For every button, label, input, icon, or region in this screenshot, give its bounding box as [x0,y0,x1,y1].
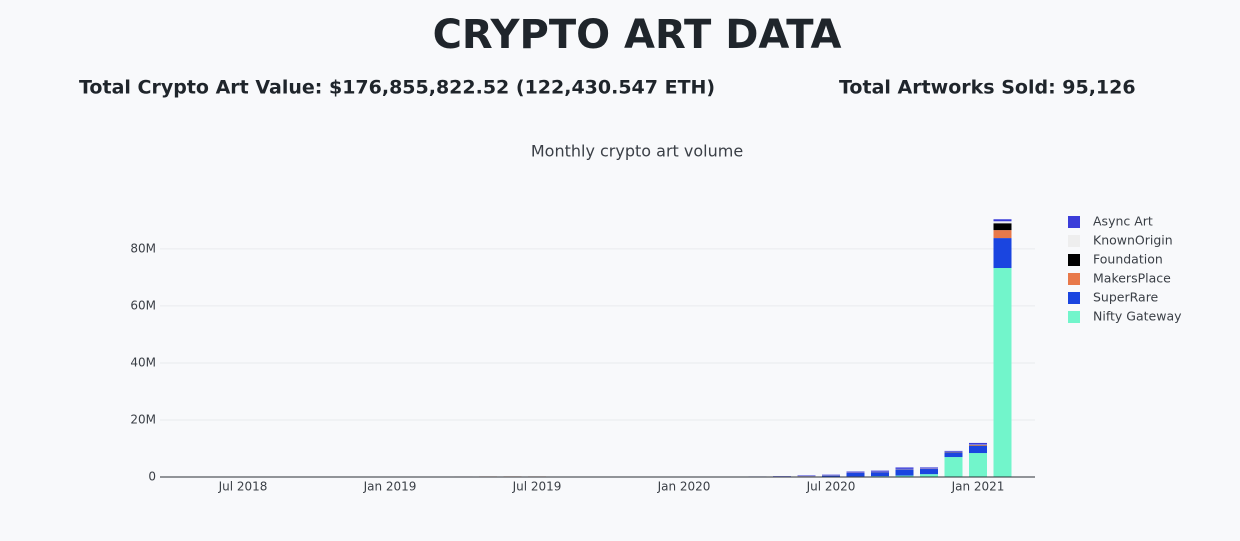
bar-segment [969,445,987,446]
bar-segment [822,475,840,476]
bar-segment [847,472,865,473]
bar-segment [994,230,1012,238]
legend-swatch [1068,292,1080,304]
legend-label: Async Art [1093,214,1153,229]
bar-segment [994,221,1012,223]
legend-label: MakersPlace [1093,271,1171,286]
legend-label: SuperRare [1093,290,1159,305]
bar-segment [798,475,816,476]
x-tick-label: Jan 2020 [657,480,711,494]
bar-segment [896,469,914,475]
y-tick-label: 20M [130,412,156,426]
page-title: CRYPTO ART DATA [433,12,842,58]
y-tick-label: 60M [130,298,156,312]
legend-label: KnownOrigin [1093,233,1173,248]
bar-segment [920,467,938,468]
bar-segment [994,223,1012,230]
bar-segment [945,451,963,452]
legend-swatch [1068,216,1080,228]
y-tick-label: 0 [148,470,156,484]
bar-segment [994,238,1012,268]
bar-segment [969,446,987,453]
bar-segment [969,453,987,477]
total-sold: Total Artworks Sold: 95,126 [839,77,1136,99]
bar-segment [994,219,1012,221]
legend-swatch [1068,273,1080,285]
bar-segment [896,467,914,468]
bar-segment [920,469,938,474]
bar-segment [969,443,987,445]
bar-segment [871,472,889,476]
x-tick-label: Jul 2020 [806,480,856,494]
bar-segment [945,457,963,477]
x-tick-label: Jul 2018 [218,480,268,494]
legend-label: Nifty Gateway [1093,309,1182,324]
x-tick-label: Jan 2019 [363,480,417,494]
legend-swatch [1068,254,1080,266]
x-tick-label: Jul 2019 [512,480,562,494]
legend-label: Foundation [1093,252,1163,267]
bar-segment [945,452,963,457]
y-tick-label: 80M [130,241,156,255]
bar-segment [871,471,889,472]
y-tick-label: 40M [130,355,156,369]
bar-segment [847,473,865,476]
x-tick-label: Jan 2021 [951,480,1005,494]
legend-swatch [1068,311,1080,323]
total-value: Total Crypto Art Value: $176,855,822.52 … [79,77,715,99]
legend-swatch [1068,235,1080,247]
chart-title: Monthly crypto art volume [531,142,743,161]
bar-segment [994,268,1012,477]
